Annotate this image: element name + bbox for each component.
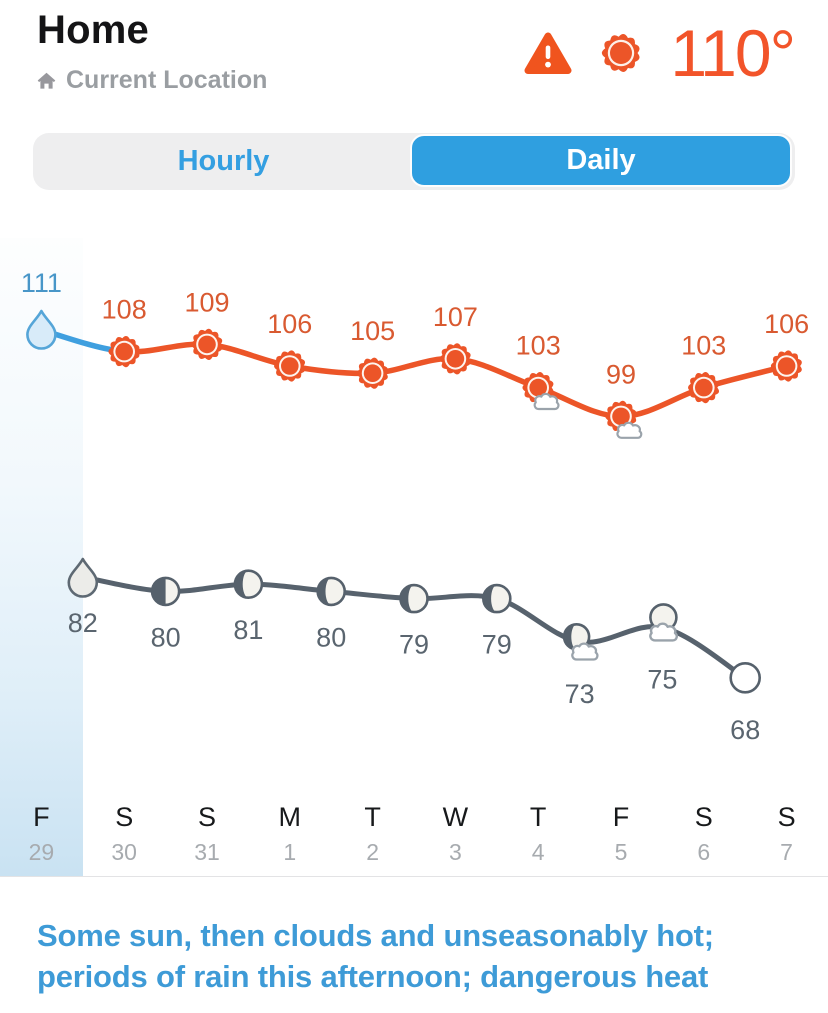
day-letter: S <box>197 802 216 832</box>
summary-line-1: Some sun, then clouds and unseasonably h… <box>37 918 714 953</box>
high-temp-label-1: 108 <box>102 295 147 325</box>
current-location-button[interactable]: Current Location <box>36 66 267 95</box>
tab-hourly[interactable]: Hourly <box>177 145 270 177</box>
day-letter: S <box>777 802 796 832</box>
alert-warning-icon[interactable] <box>524 31 572 75</box>
high-point-sun-2 <box>191 328 223 361</box>
low-temp-line <box>80 574 748 681</box>
day-date: 30 <box>111 839 137 865</box>
low-temp-label-6: 73 <box>565 679 595 709</box>
high-point-sun-3 <box>274 350 306 382</box>
chart-bottom-divider <box>0 876 828 877</box>
home-icon <box>37 72 56 89</box>
low-temp-label-8: 68 <box>730 715 760 745</box>
low-temp-label-1: 80 <box>151 622 181 652</box>
current-location-label: Current Location <box>66 66 268 94</box>
page-title: Home <box>37 8 149 52</box>
high-temp-label-2: 109 <box>184 287 229 317</box>
day-date: 5 <box>614 839 628 865</box>
high-temp-label-7: 99 <box>606 359 636 389</box>
day-date: 29 <box>28 839 55 865</box>
tab-daily[interactable]: Daily <box>410 134 792 187</box>
day-date: 2 <box>366 839 379 865</box>
day-date: 4 <box>531 839 545 865</box>
low-temp-label-4: 79 <box>399 630 429 660</box>
day-letter: T <box>529 802 547 832</box>
day-date: 31 <box>194 839 220 865</box>
today-highlight-column <box>0 238 83 877</box>
day-axis-row: F 29 S 30 S 31 M 1 T 2 W 3 T 4 F 5 S 6 S 7 <box>0 797 828 875</box>
day-column-F-29[interactable]: F 29 <box>0 797 83 875</box>
low-point-moon-waning-5 <box>481 583 512 614</box>
low-point-moon-cloud-7 <box>649 603 678 642</box>
low-temp-label-3: 80 <box>316 622 346 652</box>
high-point-sun-5 <box>439 343 471 375</box>
day-letter: T <box>364 802 381 832</box>
low-point-moon-half-1 <box>150 576 181 607</box>
day-column-S-31[interactable]: S 31 <box>166 797 249 875</box>
high-point-sun-cloud-7 <box>605 400 643 439</box>
low-temp-label-2: 81 <box>233 615 263 645</box>
high-temp-label-8: 103 <box>681 331 726 361</box>
low-temp-label-7: 75 <box>647 664 677 694</box>
day-letter: F <box>612 802 630 832</box>
day-letter: F <box>33 802 50 832</box>
forecast-tab-bar: Hourly Daily <box>33 133 795 190</box>
low-point-moon-waning-4 <box>399 583 429 614</box>
high-temp-label-6: 103 <box>516 331 561 361</box>
sun-icon <box>602 33 640 73</box>
high-temp-line <box>121 341 790 420</box>
high-temp-label-5: 107 <box>433 302 478 332</box>
day-column-S-30[interactable]: S 30 <box>83 797 166 875</box>
high-temp-label-9: 106 <box>764 309 809 339</box>
high-point-sun-1 <box>108 335 140 368</box>
day-date: 1 <box>283 839 297 865</box>
summary-line-2: periods of rain this afternoon; dangerou… <box>37 959 709 994</box>
high-temp-label-4: 105 <box>350 316 395 346</box>
low-temp-label-5: 79 <box>482 630 512 660</box>
day-letter: W <box>442 802 469 832</box>
day-date: 3 <box>448 839 462 865</box>
high-temp-label-3: 106 <box>267 309 312 339</box>
day-date: 7 <box>780 839 793 865</box>
low-point-moon-waning-2 <box>233 569 264 600</box>
current-temperature[interactable]: 110° <box>670 16 796 90</box>
header-conditions: 110° <box>524 16 796 90</box>
high-point-sun-8 <box>688 371 720 404</box>
day-date: 6 <box>697 839 711 865</box>
low-point-moon-waning-cloud-6 <box>562 622 599 661</box>
day-letter: M <box>278 802 302 832</box>
day-letter: S <box>694 802 713 832</box>
high-point-sun-4 <box>356 357 388 389</box>
high-point-sun-cloud-6 <box>522 371 560 411</box>
low-point-moon-waning-3 <box>316 576 347 607</box>
high-point-sun-9 <box>770 350 802 382</box>
low-point-moon-clear-8 <box>729 661 762 694</box>
day-letter: S <box>115 802 134 832</box>
forecast-summary: Some sun, then clouds and unseasonably h… <box>37 915 802 997</box>
